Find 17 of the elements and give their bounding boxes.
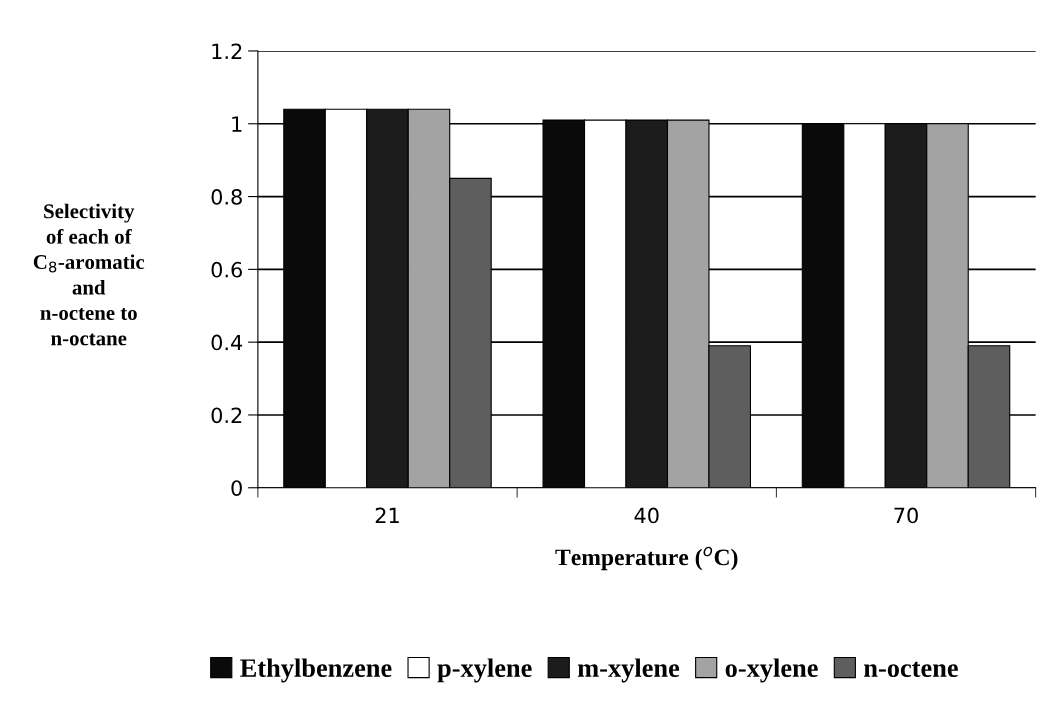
legend-label: Ethylbenzene bbox=[240, 658, 392, 683]
x-axis-title: Temperature ($^{o}$C) bbox=[555, 546, 738, 571]
y-tick-label: 0.4 bbox=[211, 334, 243, 351]
y-axis-title: Selectivity of each of C$_{8}$-aromatic and n-octene to n-octane bbox=[33, 203, 145, 346]
x-tick-label: 70 bbox=[894, 507, 918, 524]
legend-label: p-xylene bbox=[437, 658, 532, 683]
legend-label: n-octene bbox=[864, 661, 958, 677]
y-tick-label: 0.6 bbox=[211, 261, 242, 278]
y-tick-label: 0.2 bbox=[211, 407, 242, 424]
y-tick-label: 0 bbox=[231, 480, 242, 496]
x-tick-label: 21 bbox=[375, 507, 399, 524]
legend-label: m-xylene bbox=[577, 658, 680, 683]
y-tick-label: 1 bbox=[232, 116, 242, 132]
legend-label: o-xylene bbox=[725, 658, 818, 683]
x-tick-label: 40 bbox=[634, 507, 659, 524]
y-tick-label: 1.2 bbox=[212, 43, 242, 59]
y-tick-label: 0.8 bbox=[211, 189, 242, 205]
